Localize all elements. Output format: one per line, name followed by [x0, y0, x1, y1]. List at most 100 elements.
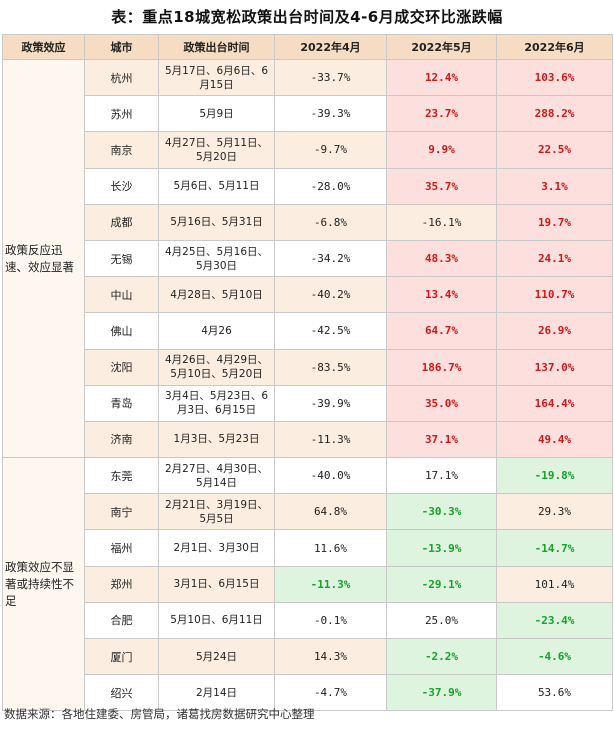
- table-row: 青岛 3月4日、5月23日、6月3日、6月15日 -39.9% 35.0% 164.4%: [3, 384, 613, 422]
- table-row: 厦门 5月24日 14.3% -2.2% -4.6%: [3, 637, 613, 676]
- apr-cell: -83.5%: [274, 348, 387, 386]
- apr-cell: -39.9%: [274, 384, 387, 422]
- table-row: 中山 4月28日、5月10日 -40.2% 13.4% 110.7%: [3, 276, 613, 314]
- dates-cell: 1月3日、5月23日: [158, 420, 275, 459]
- dates-cell: 2月21日、3月19日、5月5日: [158, 493, 275, 531]
- apr-cell: 11.6%: [274, 529, 387, 567]
- may-cell: -37.9%: [386, 674, 497, 712]
- apr-cell: -11.3%: [274, 565, 387, 603]
- table-row: 佛山 4月26 -42.5% 64.7% 26.9%: [3, 312, 613, 350]
- jun-cell: 103.6%: [496, 58, 613, 97]
- jun-cell: -23.4%: [496, 601, 613, 640]
- dates-cell: 5月16日、5月31日: [158, 203, 275, 241]
- dates-cell: 4月28日、5月10日: [158, 276, 275, 314]
- city-cell: 长沙: [84, 167, 159, 205]
- dates-cell: 5月10日、6月11日: [158, 601, 275, 640]
- jun-cell: 19.7%: [496, 203, 613, 241]
- apr-cell: -39.3%: [274, 95, 387, 133]
- table-row: 沈阳 4月26日、4月29日、5月10日、5月20日 -83.5% 186.7% 137…: [3, 348, 613, 386]
- may-cell: 64.7%: [386, 312, 497, 350]
- dates-cell: 5月17日、6月6日、6月15日: [158, 58, 275, 97]
- city-cell: 厦门: [84, 637, 159, 676]
- table-row: 长沙 5月6日、5月11日 -28.0% 35.7% 3.1%: [3, 167, 613, 205]
- apr-cell: -34.2%: [274, 239, 387, 278]
- apr-cell: -11.3%: [274, 420, 387, 459]
- table-row: 绍兴 2月14日 -4.7% -37.9% 53.6%: [3, 674, 613, 712]
- apr-cell: -40.0%: [274, 457, 387, 495]
- city-cell: 佛山: [84, 312, 159, 350]
- jun-cell: 288.2%: [496, 95, 613, 133]
- header-jun: 2022年6月: [496, 34, 613, 60]
- may-cell: 13.4%: [386, 276, 497, 314]
- jun-cell: -19.8%: [496, 457, 613, 495]
- may-cell: 9.9%: [386, 131, 497, 169]
- may-cell: 35.0%: [386, 384, 497, 422]
- jun-cell: 3.1%: [496, 167, 613, 205]
- dates-cell: 4月25日、5月16日、5月30日: [158, 239, 275, 278]
- dates-cell: 2月27日、4月30日、5月14日: [158, 457, 275, 495]
- table-row: 合肥 5月10日、6月11日 -0.1% 25.0% -23.4%: [3, 601, 613, 640]
- apr-cell: -40.2%: [274, 276, 387, 314]
- may-cell: 17.1%: [386, 457, 497, 495]
- may-cell: -30.3%: [386, 493, 497, 531]
- table-title: 表：重点18城宽松政策出台时间及4-6月成交环比涨跌幅: [111, 8, 503, 26]
- table-row: 郑州 3月1日、6月15日 -11.3% -29.1% 101.4%: [3, 565, 613, 603]
- group-label: 政策反应迅速、效应显著: [2, 58, 85, 459]
- jun-cell: 49.4%: [496, 420, 613, 459]
- may-cell: 23.7%: [386, 95, 497, 133]
- dates-cell: 3月1日、6月15日: [158, 565, 275, 603]
- apr-cell: -4.7%: [274, 674, 387, 712]
- may-cell: 25.0%: [386, 601, 497, 640]
- city-cell: 无锡: [84, 239, 159, 278]
- apr-cell: -0.1%: [274, 601, 387, 640]
- header-policy-effect: 政策效应: [2, 34, 85, 60]
- city-cell: 沈阳: [84, 348, 159, 386]
- header-city: 城市: [84, 34, 159, 60]
- city-cell: 杭州: [84, 58, 159, 97]
- dates-cell: 5月6日、5月11日: [158, 167, 275, 205]
- header-may: 2022年5月: [386, 34, 497, 60]
- jun-cell: 164.4%: [496, 384, 613, 422]
- jun-cell: 24.1%: [496, 239, 613, 278]
- may-cell: -16.1%: [386, 203, 497, 241]
- city-cell: 苏州: [84, 95, 159, 133]
- city-cell: 合肥: [84, 601, 159, 640]
- apr-cell: -28.0%: [274, 167, 387, 205]
- may-cell: 35.7%: [386, 167, 497, 205]
- jun-cell: 101.4%: [496, 565, 613, 603]
- jun-cell: 29.3%: [496, 493, 613, 531]
- city-cell: 南宁: [84, 493, 159, 531]
- dates-cell: 4月27日、5月11日、5月20日: [158, 131, 275, 169]
- city-cell: 东莞: [84, 457, 159, 495]
- jun-cell: 53.6%: [496, 674, 613, 712]
- dates-cell: 4月26: [158, 312, 275, 350]
- jun-cell: 26.9%: [496, 312, 613, 350]
- jun-cell: 110.7%: [496, 276, 613, 314]
- data-source-note: 数据来源：各地住建委、房管局，诸葛找房数据研究中心整理: [4, 707, 315, 721]
- table-row: 南京 4月27日、5月11日、5月20日 -9.7% 9.9% 22.5%: [3, 131, 613, 169]
- city-cell: 中山: [84, 276, 159, 314]
- city-cell: 绍兴: [84, 674, 159, 712]
- table-row: 福州 2月1日、3月30日 11.6% -13.9% -14.7%: [3, 529, 613, 567]
- jun-cell: 137.0%: [496, 348, 613, 386]
- may-cell: 12.4%: [386, 58, 497, 97]
- table-row: 政策效应不显著或持续性不足 东莞 2月27日、4月30日、5月14日 -40.0% 17…: [2, 457, 613, 712]
- table-row: 济南 1月3日、5月23日 -11.3% 37.1% 49.4%: [3, 420, 613, 459]
- may-cell: 186.7%: [386, 348, 497, 386]
- apr-cell: 14.3%: [274, 637, 387, 676]
- header-policy-dates: 政策出台时间: [158, 34, 275, 60]
- table-row: 成都 5月16日、5月31日 -6.8% -16.1% 19.7%: [3, 203, 613, 241]
- jun-cell: -4.6%: [496, 637, 613, 676]
- table-row: 政策反应迅速、效应显著 杭州 5月17日、6月6日、6月15日 -33.7% 12.4%…: [2, 58, 613, 459]
- may-cell: -2.2%: [386, 637, 497, 676]
- city-cell: 郑州: [84, 565, 159, 603]
- apr-cell: -42.5%: [274, 312, 387, 350]
- table-row: 无锡 4月25日、5月16日、5月30日 -34.2% 48.3% 24.1%: [3, 239, 613, 278]
- may-cell: 37.1%: [386, 420, 497, 459]
- city-cell: 南京: [84, 131, 159, 169]
- policy-table: 政策效应 城市 政策出台时间 2022年4月 2022年5月 2022年6月 政…: [2, 34, 613, 712]
- may-cell: -13.9%: [386, 529, 497, 567]
- dates-cell: 4月26日、4月29日、5月10日、5月20日: [158, 348, 275, 386]
- apr-cell: -6.8%: [274, 203, 387, 241]
- header-row: 政策效应 城市 政策出台时间 2022年4月 2022年5月 2022年6月: [2, 34, 613, 60]
